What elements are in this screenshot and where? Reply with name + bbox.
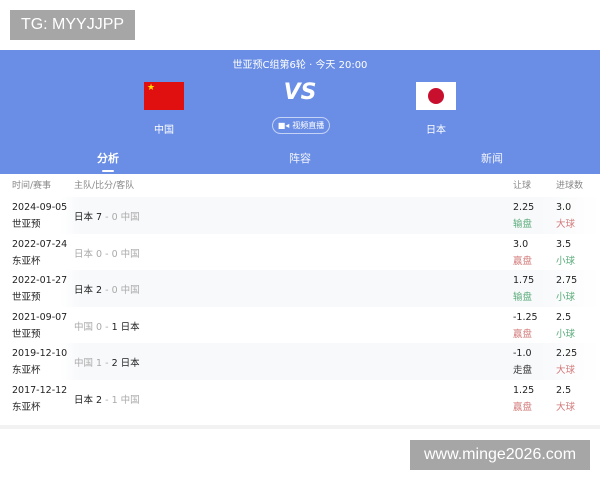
competition: 东亚杯 [12,255,41,267]
table-row[interactable]: 2019-12-10 东亚杯 中国 1 - 2 日本 -1.0 走盘 2.25 … [0,343,600,380]
away-score: 0 [111,285,118,296]
handicap-value: 1.25 [513,384,535,396]
goals-result: 小球 [556,328,576,340]
handicap-value: 1.75 [513,275,535,286]
away-team: 日本 [120,321,140,333]
match-date: 2021-09-07 [12,311,68,323]
away-team: 日本 [120,358,140,369]
home-score: 0 [96,248,103,260]
away-score: 0 [111,212,118,223]
tab-analysis[interactable]: 分析 [78,150,138,172]
table-row[interactable]: 2024-09-05 世亚预 日本 7 - 0 中国 2.25 输盘 3.0 大… [0,197,600,234]
goals-line: 2.5 [556,384,572,396]
competition: 世亚预 [12,292,41,303]
handicap-value: 3.0 [513,238,529,250]
goals-result: 小球 [556,292,576,303]
table-row[interactable]: 2017-12-12 东亚杯 日本 2 - 1 中国 1.25 赢盘 2.5 大… [0,380,600,417]
handicap-result: 输盘 [513,219,533,230]
goals-line: 2.75 [556,275,578,286]
handicap-result: 赢盘 [513,328,533,340]
home-score: 2 [96,394,103,406]
home-team: 中国 [74,321,94,333]
col-teams: 主队/比分/客队 [74,181,135,191]
score: 中国 0 - 1 日本 [74,321,140,333]
match-header: 世亚预C组第6轮 · 今天 20:00 ★ 中国 日本 VS ■◂ 视频直播 分析… [0,50,600,174]
match-title: 世亚预C组第6轮 · 今天 20:00 [232,60,368,71]
home-team: 日本 [74,285,94,296]
away-team-name[interactable]: 日本 [426,125,446,136]
match-date: 2024-09-05 [12,202,68,213]
handicap-result: 走盘 [513,365,533,376]
match-date: 2019-12-10 [12,348,68,359]
col-goals: 进球数 [556,181,584,191]
home-team: 中国 [74,358,94,369]
match-date: 2022-01-27 [12,275,68,286]
goals-result: 小球 [556,255,576,267]
home-team: 日本 [74,248,94,260]
home-score: 1 [96,358,103,369]
goals-line: 3.0 [556,202,572,213]
score: 中国 1 - 2 日本 [74,358,140,369]
score: 日本 2 - 0 中国 [74,285,140,296]
handicap-value: 2.25 [513,202,535,213]
match-date: 2017-12-12 [12,384,68,396]
score: 日本 0 - 0 中国 [74,248,140,260]
competition: 东亚杯 [12,401,41,413]
handicap-result: 赢盘 [513,255,533,267]
handicap-value: -1.25 [513,311,538,323]
home-team-name[interactable]: 中国 [154,125,174,136]
goals-line: 3.5 [556,238,572,250]
divider [0,425,600,429]
match-date: 2022-07-24 [12,238,68,250]
away-team: 中国 [120,212,140,223]
away-team: 中国 [120,394,140,406]
live-video-label: 视频直播 [292,121,325,130]
competition: 东亚杯 [12,365,41,376]
goals-result: 大球 [556,401,576,413]
goals-result: 大球 [556,219,576,230]
watermark-top: TG: MYYJJPP [10,10,135,40]
table-row[interactable]: 2021-09-07 世亚预 中国 0 - 1 日本 -1.25 赢盘 2.5 … [0,307,600,344]
handicap-result: 输盘 [513,292,533,303]
away-score: 0 [111,248,118,260]
japan-flag-icon [416,82,456,110]
away-score: 2 [111,358,118,369]
table-row[interactable]: 2022-01-27 世亚预 日本 2 - 0 中国 1.75 输盘 2.75 … [0,270,600,307]
home-score: 2 [96,285,103,296]
away-score: 1 [111,394,118,406]
away-team: 中国 [120,285,140,296]
col-time: 时间/赛事 [12,181,52,191]
competition: 世亚预 [12,219,41,230]
handicap-result: 赢盘 [513,401,533,413]
tab-news[interactable]: 新闻 [481,152,503,165]
watermark-bottom: www.minge2026.com [410,440,590,470]
goals-line: 2.5 [556,311,572,323]
tab-bar: 分析 阵容 新闻 [0,150,600,174]
video-camera-icon: ■◂ [277,121,290,130]
home-team: 日本 [74,394,94,406]
away-team: 中国 [120,248,140,260]
goals-result: 大球 [556,365,576,376]
score: 日本 2 - 1 中国 [74,394,140,406]
home-score: 0 [96,321,103,333]
live-video-button[interactable]: ■◂ 视频直播 [272,117,330,134]
score: 日本 7 - 0 中国 [74,212,140,223]
tab-lineup[interactable]: 阵容 [289,152,311,165]
col-handicap: 让球 [513,181,532,191]
goals-line: 2.25 [556,348,578,359]
competition: 世亚预 [12,328,41,340]
match-list: 2024-09-05 世亚预 日本 7 - 0 中国 2.25 输盘 3.0 大… [0,197,600,416]
away-score: 1 [111,321,118,333]
table-row[interactable]: 2022-07-24 东亚杯 日本 0 - 0 中国 3.0 赢盘 3.5 小球 [0,234,600,271]
china-flag-icon: ★ [144,82,184,110]
handicap-value: -1.0 [513,348,532,359]
home-score: 7 [96,212,103,223]
vs-label: VS [283,80,317,105]
home-team: 日本 [74,212,94,223]
